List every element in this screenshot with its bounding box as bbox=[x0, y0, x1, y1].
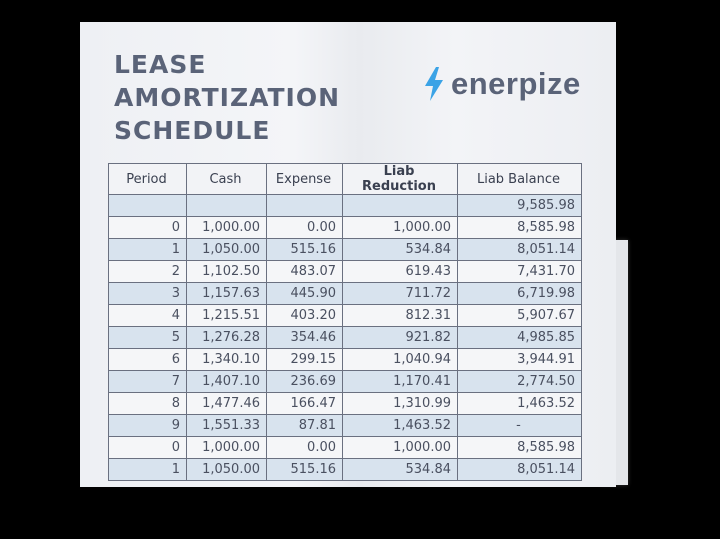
cell-liab-reduction: 1,310.99 bbox=[342, 392, 458, 415]
table-row: 9 1,551.33 87.81 1,463.52- bbox=[108, 414, 582, 437]
cell-liab-reduction: 1,463.52 bbox=[342, 414, 458, 437]
cell-cash: 1,102.50 bbox=[186, 260, 267, 283]
header-period: Period bbox=[108, 163, 187, 195]
cell-liab-reduction bbox=[342, 194, 458, 217]
table-row: 1 1,050.00 515.16 534.84 8,051.14 bbox=[108, 238, 582, 261]
cell-period: 0 bbox=[108, 436, 187, 459]
cell-liab-reduction: 921.82 bbox=[342, 326, 458, 349]
cell-liab-balance: 8,051.14 bbox=[457, 238, 582, 261]
cell-liab-balance: 4,985.85 bbox=[457, 326, 582, 349]
cell-cash: 1,551.33 bbox=[186, 414, 267, 437]
cell-period: 4 bbox=[108, 304, 187, 327]
cell-liab-balance: 8,051.14 bbox=[457, 458, 582, 481]
cell-period: 1 bbox=[108, 458, 187, 481]
header-liab-reduction: Liab Reduction bbox=[342, 163, 458, 195]
enerpize-logo: enerpize bbox=[423, 66, 581, 102]
cell-expense: 0.00 bbox=[266, 216, 343, 239]
document-title: LEASE AMORTIZATION SCHEDULE bbox=[114, 48, 340, 147]
cell-expense: 354.46 bbox=[266, 326, 343, 349]
table-row: 9,585.98 bbox=[108, 194, 582, 217]
table-row: 5 1,276.28 354.46 921.82 4,985.85 bbox=[108, 326, 582, 349]
table-row: 7 1,407.10 236.69 1,170.41 2,774.50 bbox=[108, 370, 582, 393]
cell-liab-reduction: 534.84 bbox=[342, 238, 458, 261]
cell-period: 9 bbox=[108, 414, 187, 437]
header-cash: Cash bbox=[186, 163, 267, 195]
cell-liab-reduction: 812.31 bbox=[342, 304, 458, 327]
cell-expense bbox=[266, 194, 343, 217]
cell-period bbox=[108, 194, 187, 217]
cell-expense: 403.20 bbox=[266, 304, 343, 327]
cell-liab-balance: 2,774.50 bbox=[457, 370, 582, 393]
title-line: LEASE bbox=[114, 50, 207, 79]
table-row: 2 1,102.50 483.07 619.43 7,431.70 bbox=[108, 260, 582, 283]
cell-period: 5 bbox=[108, 326, 187, 349]
cell-liab-reduction: 534.84 bbox=[342, 458, 458, 481]
cell-cash: 1,477.46 bbox=[186, 392, 267, 415]
cell-liab-reduction: 1,000.00 bbox=[342, 216, 458, 239]
cell-liab-balance: 5,907.67 bbox=[457, 304, 582, 327]
cell-cash: 1,050.00 bbox=[186, 458, 267, 481]
cell-expense: 445.90 bbox=[266, 282, 343, 305]
cell-cash: 1,215.51 bbox=[186, 304, 267, 327]
cell-liab-balance: 7,431.70 bbox=[457, 260, 582, 283]
cell-expense: 166.47 bbox=[266, 392, 343, 415]
cell-liab-balance: 1,463.52 bbox=[457, 392, 582, 415]
cell-expense: 483.07 bbox=[266, 260, 343, 283]
cell-cash: 1,050.00 bbox=[186, 238, 267, 261]
cell-period: 3 bbox=[108, 282, 187, 305]
cell-period: 6 bbox=[108, 348, 187, 371]
cell-cash: 1,157.63 bbox=[186, 282, 267, 305]
cell-liab-reduction: 1,170.41 bbox=[342, 370, 458, 393]
title-line: AMORTIZATION bbox=[114, 83, 341, 112]
cell-period: 0 bbox=[108, 216, 187, 239]
cell-liab-balance: 8,585.98 bbox=[457, 216, 582, 239]
lightning-bolt-icon bbox=[425, 67, 443, 101]
cell-liab-reduction: 711.72 bbox=[342, 282, 458, 305]
table-row: 1 1,050.00 515.16 534.84 8,051.14 bbox=[108, 458, 582, 481]
cell-expense: 515.16 bbox=[266, 238, 343, 261]
header-expense: Expense bbox=[266, 163, 343, 195]
cell-cash bbox=[186, 194, 267, 217]
cell-period: 2 bbox=[108, 260, 187, 283]
cell-liab-reduction: 619.43 bbox=[342, 260, 458, 283]
cell-cash: 1,276.28 bbox=[186, 326, 267, 349]
cell-cash: 1,000.00 bbox=[186, 436, 267, 459]
table-row: 3 1,157.63 445.90 711.72 6,719.98 bbox=[108, 282, 582, 305]
cell-cash: 1,407.10 bbox=[186, 370, 267, 393]
cell-liab-balance: 3,944.91 bbox=[457, 348, 582, 371]
cell-liab-balance: - bbox=[457, 414, 582, 437]
table-header-row: Period Cash Expense Liab Reduction Liab … bbox=[108, 163, 582, 195]
title-line: SCHEDULE bbox=[114, 116, 271, 145]
amortization-table: Period Cash Expense Liab Reduction Liab … bbox=[108, 163, 582, 481]
cell-liab-reduction: 1,000.00 bbox=[342, 436, 458, 459]
cell-period: 8 bbox=[108, 392, 187, 415]
cell-expense: 87.81 bbox=[266, 414, 343, 437]
cell-expense: 299.15 bbox=[266, 348, 343, 371]
cell-liab-balance: 6,719.98 bbox=[457, 282, 582, 305]
cell-expense: 236.69 bbox=[266, 370, 343, 393]
cell-liab-balance: 9,585.98 bbox=[457, 194, 582, 217]
table-row: 4 1,215.51 403.20 812.31 5,907.67 bbox=[108, 304, 582, 327]
cell-period: 7 bbox=[108, 370, 187, 393]
schedule-document: LEASE AMORTIZATION SCHEDULE enerpize Per… bbox=[80, 22, 616, 487]
header-liab-balance: Liab Balance bbox=[457, 163, 582, 195]
cell-period: 1 bbox=[108, 238, 187, 261]
table-row: 0 1,000.00 0.00 1,000.00 8,585.98 bbox=[108, 216, 582, 239]
cell-cash: 1,340.10 bbox=[186, 348, 267, 371]
cell-expense: 515.16 bbox=[266, 458, 343, 481]
cell-cash: 1,000.00 bbox=[186, 216, 267, 239]
cell-liab-balance: 8,585.98 bbox=[457, 436, 582, 459]
table-row: 0 1,000.00 0.00 1,000.00 8,585.98 bbox=[108, 436, 582, 459]
table-row: 6 1,340.10 299.15 1,040.94 3,944.91 bbox=[108, 348, 582, 371]
cell-expense: 0.00 bbox=[266, 436, 343, 459]
logo-text: enerpize bbox=[451, 66, 581, 101]
table-row: 8 1,477.46 166.47 1,310.99 1,463.52 bbox=[108, 392, 582, 415]
cell-liab-reduction: 1,040.94 bbox=[342, 348, 458, 371]
